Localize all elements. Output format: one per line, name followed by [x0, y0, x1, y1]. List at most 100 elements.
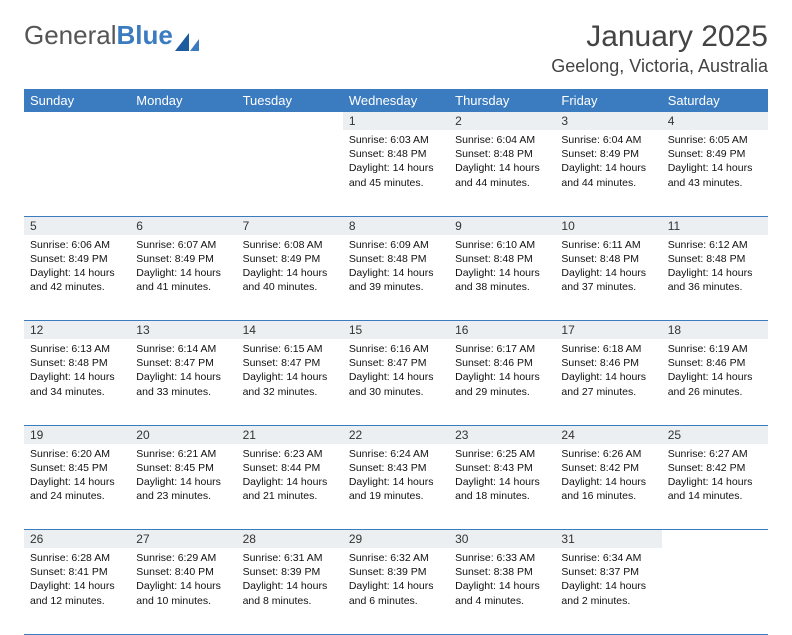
daylight1-text: Daylight: 14 hours: [30, 579, 124, 593]
sunrise-text: Sunrise: 6:26 AM: [561, 447, 655, 461]
sunset-text: Sunset: 8:42 PM: [561, 461, 655, 475]
daylight1-text: Daylight: 14 hours: [243, 370, 337, 384]
sunrise-text: Sunrise: 6:11 AM: [561, 238, 655, 252]
day-number: 5: [24, 216, 130, 235]
day-number: 1: [343, 112, 449, 130]
sunset-text: Sunset: 8:48 PM: [455, 252, 549, 266]
sunrise-text: Sunrise: 6:24 AM: [349, 447, 443, 461]
sunrise-text: Sunrise: 6:13 AM: [30, 342, 124, 356]
day-number: 9: [449, 216, 555, 235]
daylight1-text: Daylight: 14 hours: [349, 370, 443, 384]
day-cell: Sunrise: 6:25 AMSunset: 8:43 PMDaylight:…: [449, 444, 555, 530]
sunrise-text: Sunrise: 6:16 AM: [349, 342, 443, 356]
daylight2-text: and 40 minutes.: [243, 280, 337, 294]
day-cell: Sunrise: 6:04 AMSunset: 8:49 PMDaylight:…: [555, 130, 661, 216]
daylight1-text: Daylight: 14 hours: [136, 475, 230, 489]
day-cell: Sunrise: 6:03 AMSunset: 8:48 PMDaylight:…: [343, 130, 449, 216]
daylight2-text: and 38 minutes.: [455, 280, 549, 294]
logo-text-1: General: [24, 20, 117, 51]
daylight1-text: Daylight: 14 hours: [349, 579, 443, 593]
sunrise-text: Sunrise: 6:06 AM: [30, 238, 124, 252]
sunset-text: Sunset: 8:49 PM: [243, 252, 337, 266]
day-cell: Sunrise: 6:29 AMSunset: 8:40 PMDaylight:…: [130, 548, 236, 634]
day-header: Tuesday: [237, 89, 343, 112]
daylight1-text: Daylight: 14 hours: [668, 161, 762, 175]
day-number: 22: [343, 425, 449, 444]
daylight1-text: Daylight: 14 hours: [561, 370, 655, 384]
day-cell: Sunrise: 6:19 AMSunset: 8:46 PMDaylight:…: [662, 339, 768, 425]
daylight1-text: Daylight: 14 hours: [561, 475, 655, 489]
daylight1-text: Daylight: 14 hours: [668, 266, 762, 280]
daylight1-text: Daylight: 14 hours: [455, 266, 549, 280]
sunrise-text: Sunrise: 6:31 AM: [243, 551, 337, 565]
day-number: 11: [662, 216, 768, 235]
sunrise-text: Sunrise: 6:28 AM: [30, 551, 124, 565]
sunrise-text: Sunrise: 6:14 AM: [136, 342, 230, 356]
day-number: 10: [555, 216, 661, 235]
sunset-text: Sunset: 8:39 PM: [243, 565, 337, 579]
day-number: 27: [130, 530, 236, 549]
daynum-row: 262728293031: [24, 530, 768, 549]
sunset-text: Sunset: 8:49 PM: [561, 147, 655, 161]
sunset-text: Sunset: 8:45 PM: [30, 461, 124, 475]
daylight2-text: and 14 minutes.: [668, 489, 762, 503]
title-block: January 2025 Geelong, Victoria, Australi…: [551, 20, 768, 77]
daylight1-text: Daylight: 14 hours: [668, 475, 762, 489]
daylight1-text: Daylight: 14 hours: [30, 266, 124, 280]
daylight1-text: Daylight: 14 hours: [668, 370, 762, 384]
daylight1-text: Daylight: 14 hours: [561, 579, 655, 593]
sunset-text: Sunset: 8:38 PM: [455, 565, 549, 579]
day-cell: Sunrise: 6:20 AMSunset: 8:45 PMDaylight:…: [24, 444, 130, 530]
sunrise-text: Sunrise: 6:20 AM: [30, 447, 124, 461]
daylight1-text: Daylight: 14 hours: [455, 370, 549, 384]
daylight1-text: Daylight: 14 hours: [243, 266, 337, 280]
day-number: 13: [130, 321, 236, 340]
location-text: Geelong, Victoria, Australia: [551, 56, 768, 77]
daylight1-text: Daylight: 14 hours: [30, 370, 124, 384]
day-cell: Sunrise: 6:34 AMSunset: 8:37 PMDaylight:…: [555, 548, 661, 634]
daylight2-text: and 18 minutes.: [455, 489, 549, 503]
day-number: 14: [237, 321, 343, 340]
sunset-text: Sunset: 8:49 PM: [668, 147, 762, 161]
content-row: Sunrise: 6:03 AMSunset: 8:48 PMDaylight:…: [24, 130, 768, 216]
day-cell: Sunrise: 6:11 AMSunset: 8:48 PMDaylight:…: [555, 235, 661, 321]
daylight2-text: and 44 minutes.: [561, 176, 655, 190]
sunset-text: Sunset: 8:49 PM: [30, 252, 124, 266]
day-number: 3: [555, 112, 661, 130]
daylight2-text: and 24 minutes.: [30, 489, 124, 503]
sunset-text: Sunset: 8:48 PM: [668, 252, 762, 266]
sunrise-text: Sunrise: 6:21 AM: [136, 447, 230, 461]
daylight2-text: and 42 minutes.: [30, 280, 124, 294]
day-cell: Sunrise: 6:08 AMSunset: 8:49 PMDaylight:…: [237, 235, 343, 321]
logo-text-2: Blue: [117, 20, 173, 51]
daylight2-text: and 2 minutes.: [561, 594, 655, 608]
daylight2-text: and 44 minutes.: [455, 176, 549, 190]
day-cell: Sunrise: 6:05 AMSunset: 8:49 PMDaylight:…: [662, 130, 768, 216]
daylight2-text: and 36 minutes.: [668, 280, 762, 294]
day-cell: Sunrise: 6:17 AMSunset: 8:46 PMDaylight:…: [449, 339, 555, 425]
sunset-text: Sunset: 8:48 PM: [349, 252, 443, 266]
daylight2-text: and 37 minutes.: [561, 280, 655, 294]
day-cell: Sunrise: 6:04 AMSunset: 8:48 PMDaylight:…: [449, 130, 555, 216]
daylight1-text: Daylight: 14 hours: [243, 579, 337, 593]
day-cell: Sunrise: 6:13 AMSunset: 8:48 PMDaylight:…: [24, 339, 130, 425]
day-cell: Sunrise: 6:09 AMSunset: 8:48 PMDaylight:…: [343, 235, 449, 321]
day-number: [237, 112, 343, 130]
day-cell: Sunrise: 6:31 AMSunset: 8:39 PMDaylight:…: [237, 548, 343, 634]
day-cell: Sunrise: 6:18 AMSunset: 8:46 PMDaylight:…: [555, 339, 661, 425]
sunset-text: Sunset: 8:46 PM: [561, 356, 655, 370]
sunrise-text: Sunrise: 6:07 AM: [136, 238, 230, 252]
day-number: 19: [24, 425, 130, 444]
day-cell: Sunrise: 6:12 AMSunset: 8:48 PMDaylight:…: [662, 235, 768, 321]
logo: GeneralBlue: [24, 20, 199, 51]
calendar-table: Sunday Monday Tuesday Wednesday Thursday…: [24, 89, 768, 635]
day-cell: [24, 130, 130, 216]
day-number: 25: [662, 425, 768, 444]
daylight2-text: and 41 minutes.: [136, 280, 230, 294]
daylight1-text: Daylight: 14 hours: [455, 475, 549, 489]
daylight1-text: Daylight: 14 hours: [136, 370, 230, 384]
daylight1-text: Daylight: 14 hours: [455, 161, 549, 175]
day-cell: Sunrise: 6:23 AMSunset: 8:44 PMDaylight:…: [237, 444, 343, 530]
daylight1-text: Daylight: 14 hours: [349, 161, 443, 175]
daylight2-text: and 30 minutes.: [349, 385, 443, 399]
